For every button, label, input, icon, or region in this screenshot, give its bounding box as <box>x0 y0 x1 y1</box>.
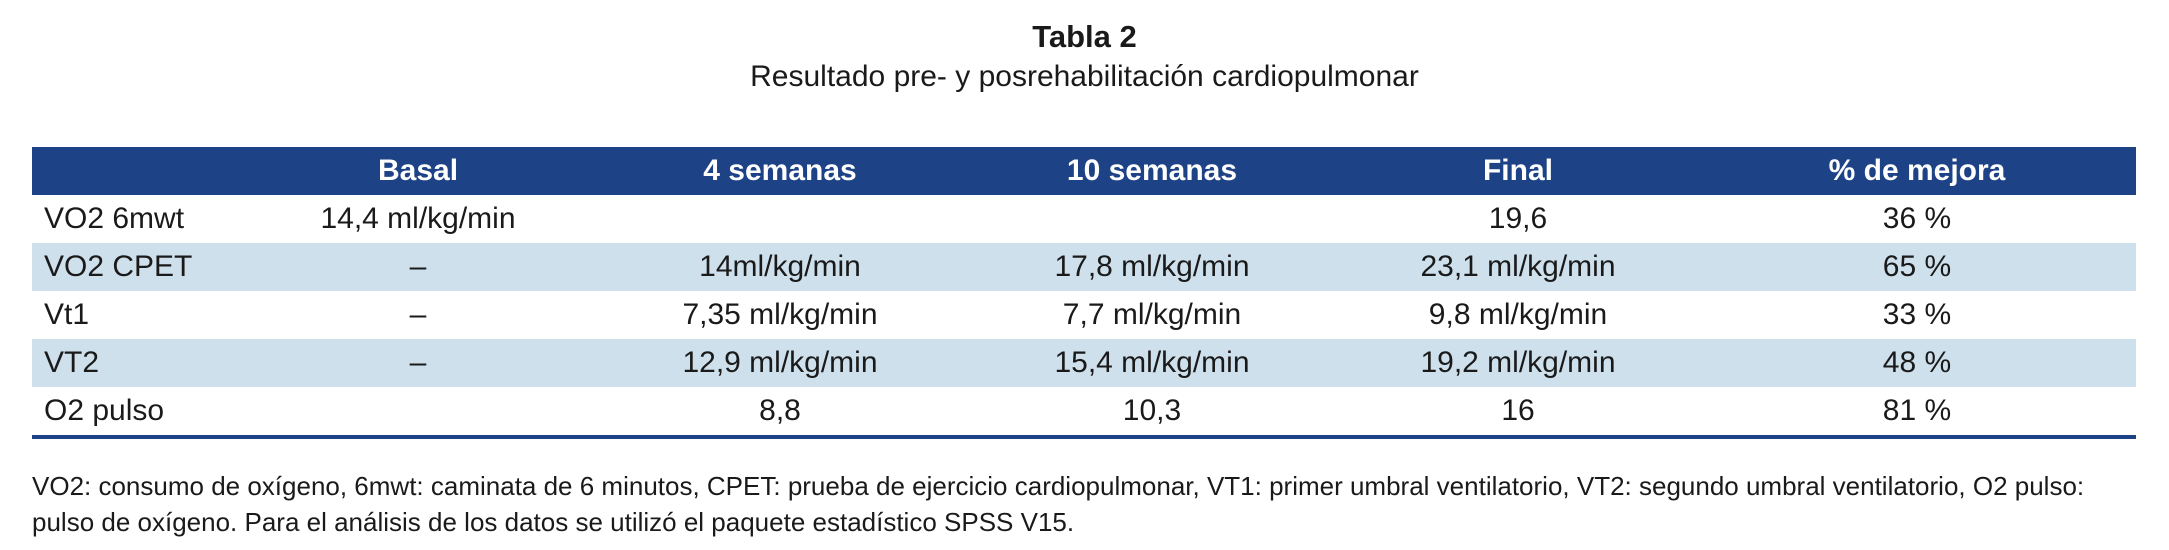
column-header-4-weeks: 4 semanas <box>594 147 966 195</box>
table-footnote: VO2: consumo de oxígeno, 6mwt: caminata … <box>32 471 2085 537</box>
cell-improvement: 65 % <box>1698 243 2136 291</box>
row-label: Vt1 <box>44 298 90 331</box>
cell-10-weeks: 10,3 <box>1122 394 1182 427</box>
cell-10-weeks: 7,7 ml/kg/min <box>1062 298 1242 331</box>
cell-4-weeks: 12,9 ml/kg/min <box>594 339 966 387</box>
cell-10-weeks: 15,4 ml/kg/min <box>966 339 1338 387</box>
column-header-final: Final <box>1338 147 1698 195</box>
cell-final: 23,1 ml/kg/min <box>1338 243 1698 291</box>
cell-final: 16 <box>1501 394 1535 427</box>
row-label: VO2 CPET <box>32 243 242 291</box>
row-label: VT2 <box>32 339 242 387</box>
cell-basal: – <box>242 243 594 291</box>
cell-improvement: 33 % <box>1882 298 1952 331</box>
table-row: Vt1 – 7,35 ml/kg/min 7,7 ml/kg/min 9,8 m… <box>32 291 2136 339</box>
cell-final: 19,2 ml/kg/min <box>1338 339 1698 387</box>
row-label: VO2 6mwt <box>44 202 185 235</box>
cell-4-weeks <box>594 195 966 243</box>
table-subtitle: Resultado pre- y posrehabilitación cardi… <box>750 60 1419 93</box>
column-header-10-weeks: 10 semanas <box>966 147 1338 195</box>
cell-basal: – <box>409 298 427 331</box>
cell-improvement: 36 % <box>1882 202 1952 235</box>
cell-improvement: 48 % <box>1698 339 2136 387</box>
table-row: VO2 CPET – 14ml/kg/min 17,8 ml/kg/min 23… <box>32 243 2136 291</box>
cell-basal: – <box>242 339 594 387</box>
cell-final: 19,6 <box>1488 202 1548 235</box>
cell-basal: 14,4 ml/kg/min <box>320 202 516 235</box>
cell-4-weeks: 8,8 <box>759 394 801 427</box>
cell-improvement: 81 % <box>1882 394 1952 427</box>
row-label: O2 pulso <box>44 394 165 427</box>
table-header-row: Basal 4 semanas 10 semanas Final % de me… <box>32 147 2136 195</box>
cell-10-weeks: 17,8 ml/kg/min <box>966 243 1338 291</box>
cell-4-weeks: 14ml/kg/min <box>594 243 966 291</box>
cell-4-weeks: 7,35 ml/kg/min <box>682 298 878 331</box>
column-header-improvement: % de mejora <box>1698 147 2136 195</box>
cell-basal <box>242 387 594 437</box>
table-row: O2 pulso 8,8 10,3 16 81 % <box>32 387 2136 437</box>
table-row: VT2 – 12,9 ml/kg/min 15,4 ml/kg/min 19,2… <box>32 339 2136 387</box>
column-header-variable <box>32 147 242 195</box>
results-table: Basal 4 semanas 10 semanas Final % de me… <box>32 147 2136 439</box>
column-header-basal: Basal <box>242 147 594 195</box>
cell-10-weeks <box>966 195 1338 243</box>
table-row: VO2 6mwt 14,4 ml/kg/min 19,6 36 % <box>32 195 2136 243</box>
cell-final: 9,8 ml/kg/min <box>1428 298 1608 331</box>
table-title: Tabla 2 <box>1032 19 1137 54</box>
